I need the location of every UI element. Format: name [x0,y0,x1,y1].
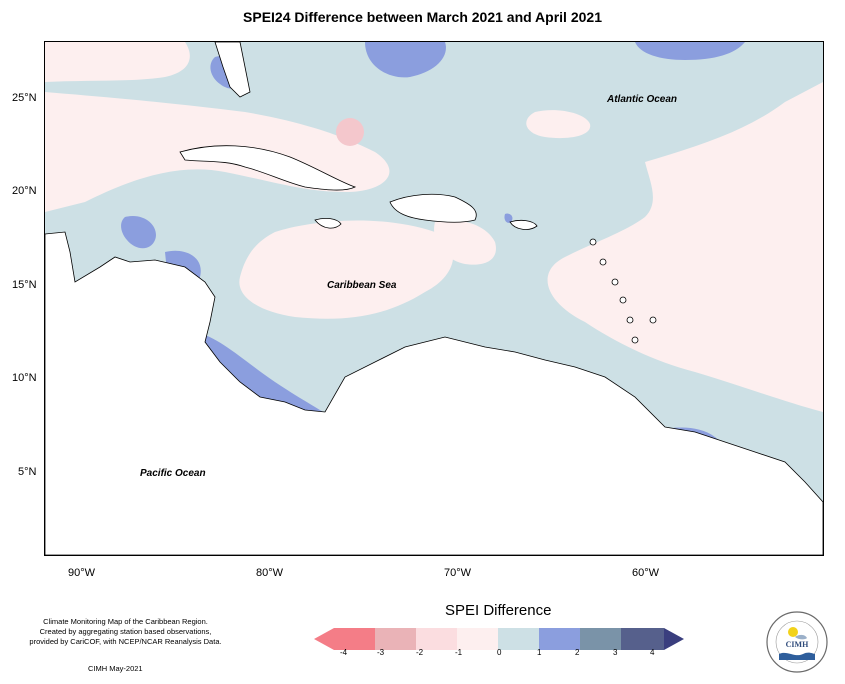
island [599,258,607,266]
legend-tick: -3 [377,648,385,657]
cloud-icon [795,634,807,640]
land-cuba [179,145,357,191]
legend-title: SPEI Difference [445,602,552,619]
lat-label: 15°N [12,279,37,291]
legend-tick: 3 [613,648,618,657]
credit-text: Climate Monitoring Map of the Caribbean … [18,617,233,647]
legend-tick: 1 [537,648,542,657]
legend-tick: -4 [340,648,348,657]
legend-swatch [498,628,539,650]
cimh-logo: CIMH [766,611,828,673]
island [619,296,627,304]
legend-tick: -1 [455,648,463,657]
region-atlantic-wet [635,42,745,60]
map-area: Atlantic Ocean Caribbean Sea Pacific Oce… [44,41,824,556]
legend-arrow-right [664,628,684,650]
legend-tick: -2 [416,648,424,657]
region-bahamas-wet [365,42,446,78]
region-panama-wet [195,332,330,417]
label-caribbean-sea: Caribbean Sea [327,280,397,291]
wave-icon [779,652,815,660]
legend-arrow-left [314,628,334,650]
label-atlantic-ocean: Atlantic Ocean [607,94,678,105]
legend-tick: 4 [650,648,655,657]
land-mainland [45,231,823,555]
region-atlantic-pink [547,82,823,412]
island [631,336,639,344]
region-atlantic-blob [526,110,591,139]
sun-icon [788,627,798,637]
legend-swatch [580,628,621,650]
legend-swatch [621,628,664,650]
island [611,278,619,286]
island [649,316,657,324]
credit-line: Climate Monitoring Map of the Caribbean … [43,617,208,626]
land [45,42,823,555]
land-hispaniola [389,193,477,223]
lat-label: 20°N [12,185,37,197]
land-puerto-rico [509,219,538,230]
legend-swatch [539,628,580,650]
legend-swatch [375,628,416,650]
lon-label: 80°W [256,567,284,579]
credit-date: CIMH May-2021 [88,664,143,673]
lat-label: 5°N [18,466,37,478]
lesser-antilles [589,238,657,344]
legend-tick: 2 [575,648,580,657]
spei-map [45,42,823,555]
legend-tick: 0 [497,648,502,657]
legend-swatch [416,628,457,650]
island [589,238,597,246]
island [626,316,634,324]
map-title: SPEI24 Difference between March 2021 and… [243,9,602,25]
logo-name: CIMH [786,640,809,649]
region-bahamas-dry [336,118,364,146]
region-prico-wet [504,213,513,223]
lat-label: 25°N [12,92,37,104]
region-yucatan-wet [121,216,156,249]
color-legend [314,628,684,650]
logo-inner-ring [775,620,819,664]
lon-label: 60°W [632,567,660,579]
land-jamaica [314,217,342,229]
lon-label: 90°W [68,567,96,579]
credit-line: Created by aggregating station based obs… [39,627,212,636]
region-florida-pink [45,42,190,82]
region-caribbean-pink [239,220,454,319]
lon-label: 70°W [444,567,472,579]
legend-swatch [457,628,498,650]
region-hispaniola-pink [434,220,496,265]
land-florida [214,42,251,98]
credit-line: provided by CariCOF, with NCEP/NCAR Rean… [29,637,222,646]
legend-swatch [334,628,375,650]
lat-label: 10°N [12,372,37,384]
label-pacific-ocean: Pacific Ocean [140,468,206,479]
